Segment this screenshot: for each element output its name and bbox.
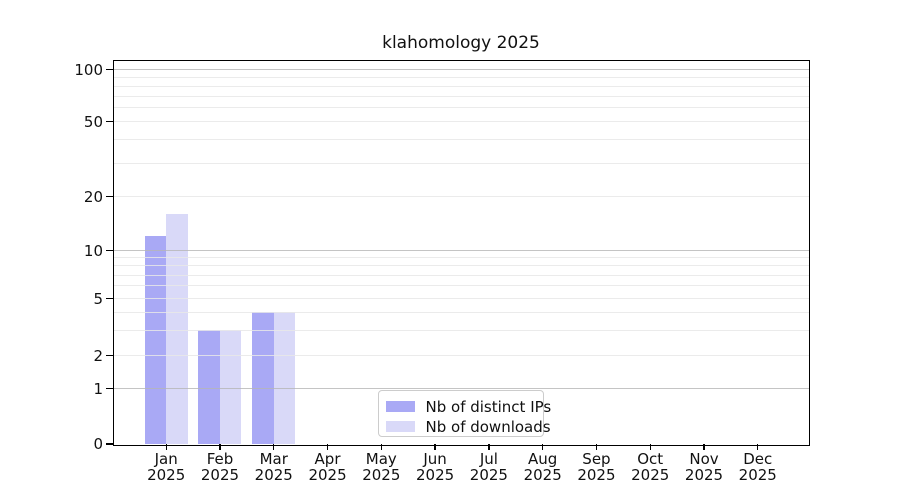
x-axis-tick bbox=[165, 444, 167, 450]
legend-swatch-downloads-icon bbox=[385, 421, 415, 432]
y-gridline-minor bbox=[114, 95, 809, 97]
y-tick-label: 10 bbox=[83, 241, 103, 260]
y-tick-label: 0 bbox=[93, 435, 103, 453]
x-tick-label: Oct 2025 bbox=[631, 450, 670, 484]
x-tick-label: Feb 2025 bbox=[200, 450, 240, 484]
x-tick-label: Aug 2025 bbox=[523, 450, 562, 484]
y-gridline-major bbox=[114, 388, 809, 389]
y-tick-label: 2 bbox=[93, 346, 103, 365]
y-gridline-minor bbox=[114, 285, 809, 287]
x-axis-tick bbox=[380, 444, 382, 450]
y-gridline-major bbox=[114, 250, 809, 251]
y-axis-tick bbox=[105, 297, 113, 300]
y-tick-label: 100 bbox=[74, 60, 103, 79]
legend-label-distinct-ips: Nb of distinct IPs bbox=[425, 397, 552, 416]
y-gridline-minor bbox=[114, 257, 809, 259]
x-tick-label: Jul 2025 bbox=[469, 450, 508, 484]
x-axis-tick bbox=[326, 444, 329, 450]
legend-swatch-distinct-ips-icon bbox=[385, 401, 415, 412]
y-gridline-minor bbox=[114, 329, 809, 331]
x-tick-label: Apr 2025 bbox=[308, 450, 347, 484]
y-gridline-minor bbox=[114, 311, 809, 313]
y-axis-tick bbox=[105, 249, 113, 252]
x-axis-tick bbox=[757, 444, 759, 450]
x-axis-tick bbox=[434, 444, 436, 450]
x-tick-label: May 2025 bbox=[362, 450, 401, 484]
chart-title: klahomology 2025 bbox=[382, 33, 540, 53]
y-axis-tick bbox=[105, 387, 113, 390]
x-tick-label: Jan 2025 bbox=[147, 450, 186, 484]
x-tick-label: Dec 2025 bbox=[738, 450, 777, 484]
y-gridline-minor bbox=[114, 196, 809, 197]
legend-label-downloads: Nb of downloads bbox=[425, 417, 551, 436]
y-gridline-minor bbox=[114, 355, 809, 356]
plot-area: Nb of distinct IPs Nb of downloads 0 1 2 5 1… bbox=[74, 60, 810, 482]
y-gridline-minor bbox=[114, 298, 809, 299]
y-axis-tick bbox=[105, 195, 113, 198]
x-axis-tick bbox=[542, 444, 544, 450]
x-axis-tick bbox=[219, 444, 221, 450]
legend: Nb of distinct IPs Nb of downloads bbox=[377, 389, 551, 437]
x-tick-label: Mar 2025 bbox=[254, 450, 293, 484]
x-axis-tick bbox=[595, 444, 598, 450]
x-tick-label: Nov 2025 bbox=[684, 450, 724, 484]
x-axis-tick bbox=[703, 444, 705, 450]
y-axis-tick bbox=[105, 443, 113, 445]
y-gridline-minor bbox=[114, 107, 809, 109]
x-axis-tick bbox=[649, 444, 651, 450]
bar-distinct-ips bbox=[252, 312, 274, 444]
legend-entry-downloads: Nb of downloads bbox=[385, 417, 551, 437]
y-tick-label: 50 bbox=[83, 112, 103, 131]
y-tick-label: 5 bbox=[93, 289, 103, 308]
y-gridline-minor bbox=[114, 274, 809, 276]
y-gridline-minor bbox=[114, 121, 809, 122]
bar-distinct-ips bbox=[144, 236, 167, 444]
y-gridline-minor bbox=[114, 265, 809, 267]
bar-downloads bbox=[273, 312, 296, 444]
x-axis-tick bbox=[488, 444, 490, 450]
bar-downloads bbox=[166, 213, 188, 444]
y-gridline-major bbox=[114, 69, 809, 70]
y-tick-label: 20 bbox=[83, 187, 103, 206]
x-tick-label: Sep 2025 bbox=[577, 450, 616, 484]
y-tick-label: 1 bbox=[93, 379, 103, 398]
bar-distinct-ips bbox=[198, 330, 220, 444]
legend-entry-distinct-ips: Nb of distinct IPs bbox=[385, 397, 551, 417]
y-axis-tick bbox=[105, 120, 113, 123]
y-gridline-minor bbox=[114, 162, 809, 164]
bar-downloads bbox=[219, 330, 242, 444]
y-axis-tick bbox=[105, 354, 113, 357]
y-gridline-minor bbox=[114, 139, 809, 141]
y-gridline-minor bbox=[114, 76, 809, 78]
x-axis-tick bbox=[273, 444, 275, 450]
x-tick-label: Jun 2025 bbox=[416, 450, 455, 484]
y-axis-tick bbox=[105, 68, 113, 71]
y-gridline-minor bbox=[114, 85, 809, 87]
